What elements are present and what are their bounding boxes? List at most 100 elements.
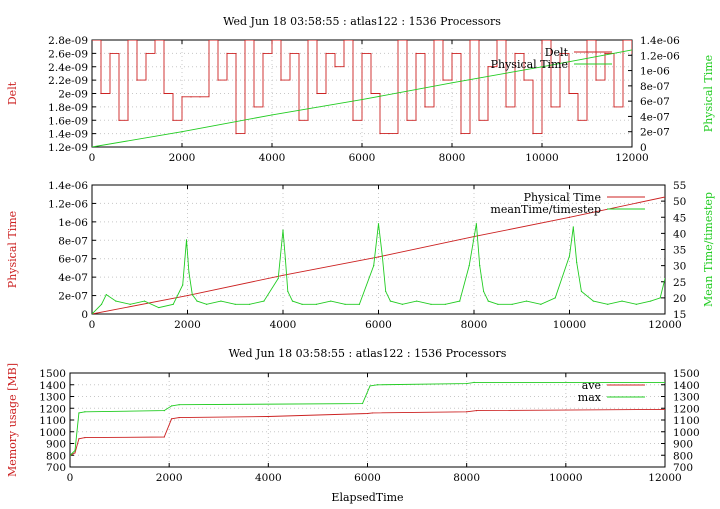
series-1-point bbox=[208, 40, 210, 41]
series-1-point bbox=[577, 119, 579, 121]
series-1-point bbox=[282, 274, 284, 276]
series-2-point bbox=[143, 300, 146, 302]
x-tick-label: 8000 bbox=[461, 319, 488, 331]
x-tick-label: 2000 bbox=[174, 319, 201, 331]
y2-tick-label: 1300 bbox=[673, 392, 700, 404]
x-tick-label: 6000 bbox=[354, 472, 381, 484]
legend-label: meanTime/timestep bbox=[490, 203, 601, 216]
x-tick-label: 8000 bbox=[439, 152, 466, 164]
x-tick-label: 6000 bbox=[365, 319, 392, 331]
series-2-point bbox=[330, 300, 332, 302]
chart-panel-1: Wed Jun 18 03:58:55 : atlas122 : 1536 Pr… bbox=[6, 15, 715, 164]
chart-panel-2: 0 2000 4000 6000 8000 10000 12000 0 2e-07 4e-07 6e… bbox=[6, 180, 715, 331]
series-2-point bbox=[664, 381, 665, 383]
series-1-point bbox=[523, 79, 525, 81]
series-1-point bbox=[664, 196, 665, 198]
series-1-point bbox=[505, 106, 507, 108]
series-2-point bbox=[541, 66, 543, 68]
series-2-point bbox=[385, 290, 387, 293]
x-tick-label: 8000 bbox=[453, 472, 480, 484]
series-1-point bbox=[280, 79, 282, 81]
y2-tick-label: 0 bbox=[640, 142, 647, 154]
series-1-point bbox=[559, 52, 561, 54]
series-line-1 bbox=[92, 40, 632, 135]
x-tick-label: 4000 bbox=[259, 152, 286, 164]
series-2-point bbox=[451, 82, 453, 84]
series-1-point bbox=[475, 410, 478, 412]
series-2-point bbox=[664, 277, 665, 280]
y2-tick-label: 1.4e-06 bbox=[640, 35, 680, 47]
y-tick-label: 800 bbox=[46, 450, 66, 462]
y-tick-label: 1300 bbox=[39, 392, 66, 404]
series-2-point bbox=[358, 303, 360, 305]
series-2-point bbox=[196, 300, 198, 302]
y-tick-label: 1.2e-09 bbox=[48, 142, 88, 154]
y2-tick-label: 1e-06 bbox=[640, 66, 670, 78]
series-1-point bbox=[622, 40, 624, 41]
y-tick-label: 2e-09 bbox=[58, 89, 88, 101]
x-tick-label: 0 bbox=[89, 152, 96, 164]
y-tick-label: 4e-07 bbox=[58, 272, 88, 284]
series-2-point bbox=[576, 261, 578, 263]
series-1-point bbox=[586, 40, 588, 41]
series-2-point bbox=[188, 271, 190, 273]
series-2-point bbox=[100, 303, 103, 305]
series-2-point bbox=[344, 303, 346, 305]
series-1-point bbox=[163, 436, 165, 438]
chart-panel-3: Wed Jun 18 03:58:55 : atlas122 : 1536 Pr… bbox=[6, 347, 700, 504]
y2-tick-label: 15 bbox=[673, 309, 686, 321]
series-1-point bbox=[406, 119, 408, 121]
x-tick-label: 10000 bbox=[525, 152, 558, 164]
series-2-point bbox=[74, 449, 76, 452]
x-tick-label: 10000 bbox=[553, 319, 586, 331]
series-1-point bbox=[199, 96, 201, 98]
plot-frame bbox=[69, 372, 666, 468]
series-1-point bbox=[316, 92, 318, 95]
y-tick-label: 1.6e-09 bbox=[48, 115, 88, 127]
series-1-point bbox=[397, 40, 399, 41]
series-1-point bbox=[366, 412, 369, 415]
y2-tick-label: 1500 bbox=[673, 368, 700, 380]
series-1-point bbox=[253, 106, 255, 108]
series-2-point bbox=[248, 303, 251, 305]
series-1-point bbox=[109, 52, 111, 54]
x-tick-label: 10000 bbox=[549, 472, 582, 484]
series-1-point bbox=[181, 96, 183, 98]
series-2-point bbox=[129, 303, 131, 305]
series-1-point bbox=[267, 415, 269, 418]
y-tick-label: 900 bbox=[46, 439, 66, 451]
series-2-point bbox=[277, 277, 279, 280]
legend-label: Delt bbox=[545, 46, 569, 59]
series-2-point bbox=[377, 223, 380, 225]
series-1-point bbox=[163, 92, 165, 95]
series-2-point bbox=[580, 290, 583, 293]
series-1-point bbox=[217, 79, 219, 81]
y-tick-label: 0 bbox=[81, 309, 88, 321]
series-2-point bbox=[291, 300, 294, 302]
y-tick-label: 700 bbox=[46, 462, 66, 474]
series-2-point bbox=[635, 303, 637, 305]
series-2-point bbox=[650, 300, 652, 302]
chart-title: Wed Jun 18 03:58:55 : atlas122 : 1536 Pr… bbox=[223, 15, 501, 28]
series-1-point bbox=[487, 66, 489, 68]
grid bbox=[70, 373, 665, 467]
series-2-point bbox=[105, 294, 107, 296]
series-1-point bbox=[84, 437, 86, 439]
series-1-point bbox=[298, 119, 300, 121]
y2-tick-label: 45 bbox=[673, 212, 686, 224]
x-tick-label: 12000 bbox=[648, 319, 681, 331]
series-2-point bbox=[401, 303, 403, 305]
series-1-point bbox=[334, 66, 336, 68]
series-2-point bbox=[282, 229, 284, 231]
series-1-point bbox=[271, 40, 273, 41]
y-tick-label: 6e-07 bbox=[58, 254, 88, 266]
series-1-point bbox=[127, 40, 129, 41]
series-2-point bbox=[468, 265, 470, 267]
y-tick-label: 1.4e-06 bbox=[48, 180, 88, 192]
series-2-point bbox=[479, 265, 481, 267]
legend-label: Physical Time bbox=[524, 191, 601, 204]
series-2-point bbox=[540, 303, 542, 305]
series-1-point bbox=[226, 52, 228, 54]
series-1-point bbox=[186, 294, 189, 297]
